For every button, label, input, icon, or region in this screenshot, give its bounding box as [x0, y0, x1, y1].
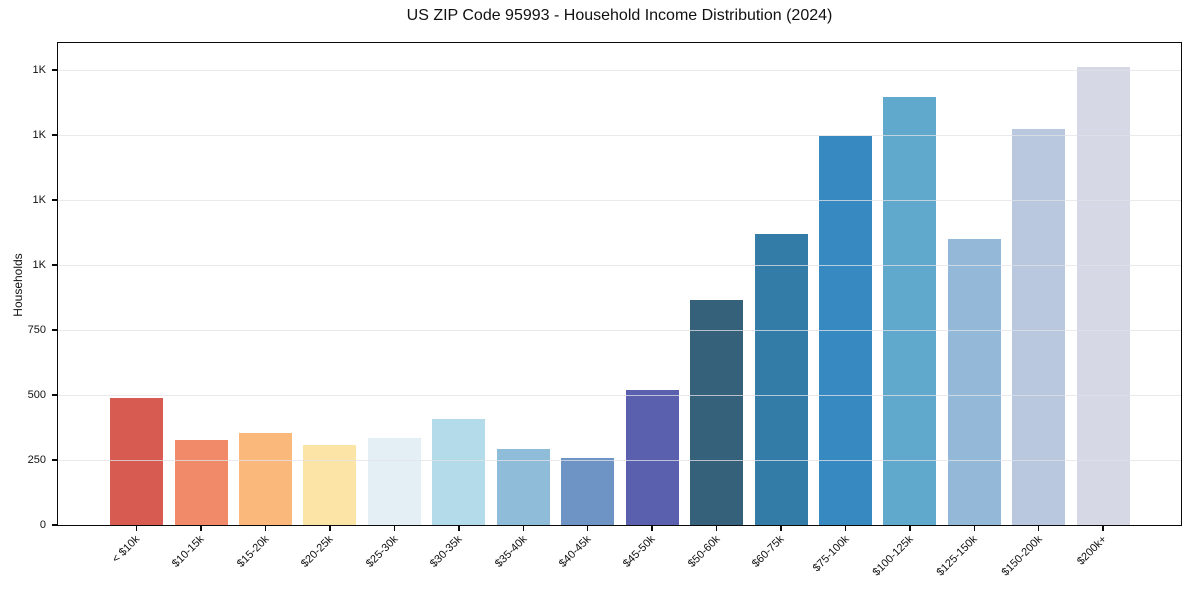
x-tick-mark: [329, 526, 331, 531]
x-tick-label: $60-75k: [750, 533, 787, 570]
bar-35-40k: [496, 448, 550, 525]
y-tick-mark: [52, 264, 57, 266]
bar-10-15k: [174, 439, 228, 525]
x-tick-label: $100-125k: [870, 533, 916, 579]
y-tick-label: 750: [27, 323, 46, 336]
bar-10k: [110, 397, 164, 525]
x-tick-mark: [651, 526, 653, 531]
bar-50-60k: [690, 299, 744, 525]
x-tick-mark: [973, 526, 975, 531]
x-tick-label: $10-15k: [170, 533, 207, 570]
y-tick-label: 1K: [32, 258, 46, 271]
x-tick-label: $20-25k: [299, 533, 336, 570]
y-tick-label: 500: [27, 388, 46, 401]
y-tick-label: 250: [27, 453, 46, 466]
x-tick-label: $40-45k: [556, 533, 594, 570]
y-tick-label: 1K: [32, 63, 46, 76]
x-tick-label: $75-100k: [810, 533, 852, 575]
x-tick-mark: [200, 526, 202, 531]
x-tick-label: $50-60k: [685, 533, 723, 570]
x-tick-mark: [909, 526, 911, 531]
y-axis-label: Households: [11, 253, 25, 317]
gridline: [58, 69, 1181, 71]
x-tick-label: $30-35k: [428, 533, 465, 570]
y-tick-mark: [52, 69, 57, 71]
chart-title: US ZIP Code 95993 - Household Income Dis…: [406, 7, 833, 24]
bar-30-35k: [432, 419, 486, 525]
bar-125-150k: [947, 238, 1001, 525]
x-tick-label: < $10k: [110, 533, 143, 566]
x-tick-mark: [1102, 526, 1104, 531]
x-tick-mark: [393, 526, 396, 531]
bar-40-45k: [561, 457, 615, 525]
bar-200k: [1076, 67, 1130, 525]
y-tick-mark: [52, 394, 57, 396]
y-tick-mark: [52, 134, 57, 136]
bar-15-20k: [239, 432, 293, 525]
y-tick-mark: [52, 199, 57, 201]
y-tick-label: 1K: [32, 128, 46, 141]
x-tick-label: $125-150k: [934, 533, 981, 579]
bar-45-50k: [625, 389, 679, 525]
x-tick-mark: [136, 526, 138, 531]
y-tick-label: 1K: [32, 193, 46, 206]
x-tick-mark: [522, 526, 524, 531]
x-tick-mark: [1038, 526, 1040, 531]
bar-150-200k: [1012, 129, 1066, 525]
bar-100-125k: [883, 97, 937, 525]
x-tick-mark: [264, 526, 267, 531]
x-tick-mark: [715, 526, 718, 531]
bar-25-30k: [367, 438, 421, 525]
y-tick-mark: [52, 459, 57, 461]
y-tick-mark: [52, 329, 57, 331]
bar-60-75k: [754, 233, 808, 525]
y-tick-label: 0: [39, 518, 46, 531]
x-tick-mark: [780, 526, 782, 531]
x-tick-label: $35-40k: [492, 533, 530, 570]
bar-75-100k: [818, 136, 872, 525]
x-tick-label: $200k+: [1074, 533, 1109, 568]
x-tick-mark: [587, 526, 589, 531]
x-tick-label: $45-50k: [621, 533, 658, 570]
x-tick-label: $25-30k: [363, 533, 401, 570]
x-tick-mark: [458, 526, 460, 531]
bar-20-25k: [303, 444, 357, 525]
plot-area: 0 250 500 750 1K 1K 1K 1K < $10k $10-15k $15-20k $2…: [28, 42, 1182, 579]
y-tick-mark: [52, 524, 57, 526]
x-tick-label: $15-20k: [234, 533, 272, 570]
x-tick-label: $150-200k: [999, 533, 1045, 579]
x-tick-mark: [844, 526, 847, 531]
